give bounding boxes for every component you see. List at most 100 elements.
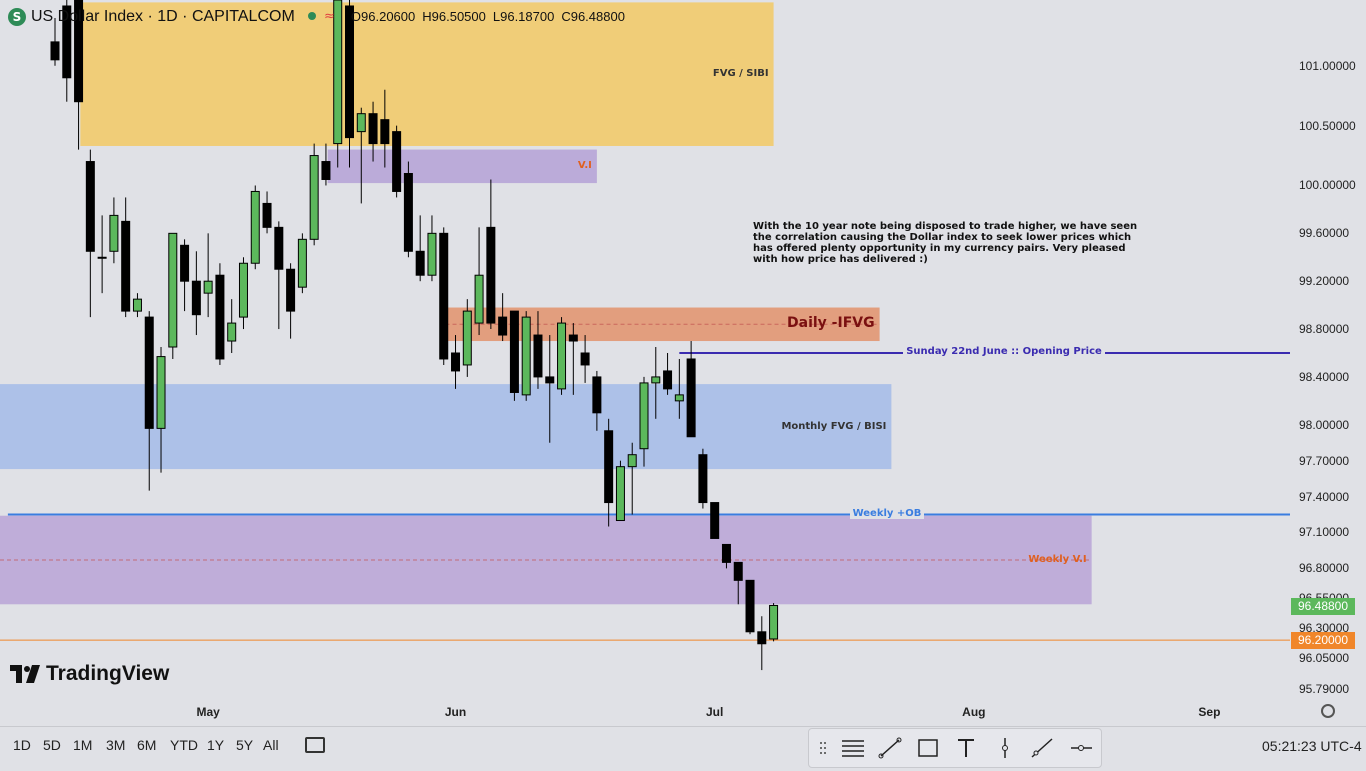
range-button-ytd[interactable]: YTD bbox=[170, 737, 198, 753]
range-button-all[interactable]: All bbox=[263, 737, 279, 753]
trendline-icon[interactable] bbox=[878, 737, 902, 759]
candle-bull bbox=[557, 322, 567, 390]
drag-handle-icon[interactable] bbox=[820, 742, 826, 754]
price-tick: 100.00000 bbox=[1299, 178, 1356, 193]
price-tick: 97.70000 bbox=[1299, 453, 1350, 468]
time-tick: Sep bbox=[1198, 705, 1221, 719]
candle-bull bbox=[227, 322, 237, 342]
candle-bear bbox=[392, 131, 402, 192]
level-line-label-1[interactable]: Weekly +OB bbox=[849, 507, 925, 519]
chart-header: S US Dollar Index · 1D · CAPITALCOM bbox=[8, 6, 295, 28]
candle-bear bbox=[62, 5, 72, 79]
horizontal-ray-icon[interactable] bbox=[1071, 745, 1092, 751]
candle-bear bbox=[144, 316, 154, 429]
time-axis[interactable]: May Jun Jul Aug Sep bbox=[0, 700, 1290, 725]
rectangle-icon[interactable] bbox=[918, 739, 938, 757]
close-value: C96.48800 bbox=[561, 8, 625, 24]
price-tick: 97.10000 bbox=[1299, 525, 1350, 540]
settings-gear-icon[interactable] bbox=[1321, 704, 1335, 718]
symbol-logo-icon: S bbox=[8, 8, 26, 26]
wave-icon: ≈ bbox=[324, 8, 335, 24]
ray-icon[interactable] bbox=[1031, 738, 1053, 758]
candle-bear bbox=[180, 244, 190, 282]
candle-bull bbox=[297, 238, 307, 288]
range-button-6m[interactable]: 6M bbox=[137, 737, 157, 753]
candle-bull bbox=[651, 376, 661, 384]
price-tick: 98.00000 bbox=[1299, 417, 1350, 432]
level-line-label-0[interactable]: Sunday 22nd June :: Opening Price bbox=[903, 345, 1105, 357]
price-tick: 99.60000 bbox=[1299, 226, 1350, 241]
candle-bear bbox=[568, 334, 578, 342]
candlestick-chart[interactable] bbox=[0, 0, 1290, 700]
zone-label-4[interactable]: Weekly V.I bbox=[1028, 554, 1087, 565]
price-range-icon[interactable] bbox=[1002, 738, 1008, 758]
range-button-1m[interactable]: 1M bbox=[73, 737, 93, 753]
price-tick: 96.80000 bbox=[1299, 561, 1350, 576]
candle-bear bbox=[580, 352, 590, 366]
candle-bear bbox=[262, 202, 272, 228]
candle-bull bbox=[427, 232, 437, 276]
ohlc-legend: ≈ O96.20600 H96.50500 L96.18700 C96.4880… bbox=[292, 5, 634, 27]
tradingview-logo-icon bbox=[10, 665, 40, 683]
candle-bear bbox=[451, 352, 461, 372]
candle-bull bbox=[521, 316, 531, 396]
open-value: O96.20600 bbox=[350, 8, 416, 24]
candle-bull bbox=[674, 394, 684, 402]
time-tick: Aug bbox=[962, 705, 986, 719]
candle-bear bbox=[321, 161, 331, 180]
candle-bull bbox=[203, 280, 213, 294]
candle-bull bbox=[333, 0, 343, 145]
drawing-tools bbox=[820, 737, 1092, 759]
candle-bear bbox=[50, 41, 60, 61]
candle-bear bbox=[721, 543, 731, 563]
lines-icon[interactable] bbox=[842, 740, 864, 757]
candle-bear bbox=[757, 631, 767, 645]
zone-label-3[interactable]: Monthly FVG / BISI bbox=[781, 420, 887, 432]
candle-bear bbox=[733, 561, 743, 581]
candle-bull bbox=[97, 256, 107, 259]
candle-bull bbox=[156, 356, 166, 429]
text-icon[interactable] bbox=[958, 739, 974, 757]
range-button-1d[interactable]: 1D bbox=[13, 737, 31, 753]
status-dot-icon bbox=[308, 12, 316, 20]
candle-bear bbox=[191, 280, 201, 316]
candle-bear bbox=[274, 226, 284, 270]
zone-4 bbox=[0, 515, 1092, 605]
zone-0 bbox=[80, 2, 774, 146]
candle-bear bbox=[439, 232, 449, 360]
candle-bull bbox=[250, 190, 260, 264]
candle-bear bbox=[368, 113, 378, 145]
range-button-3m[interactable]: 3M bbox=[106, 737, 126, 753]
candle-bull bbox=[109, 214, 119, 252]
chart-area[interactable]: FVG / SIBI V.I Daily -IFVG Monthly FVG / BI… bbox=[0, 0, 1290, 700]
candle-bear bbox=[698, 454, 708, 504]
price-tick: 96.30000 bbox=[1299, 621, 1350, 636]
price-tick: 96.05000 bbox=[1299, 651, 1350, 666]
zone-label-0[interactable]: FVG / SIBI bbox=[712, 68, 769, 80]
candle-bull bbox=[769, 604, 779, 640]
candle-bear bbox=[415, 250, 425, 276]
range-button-1y[interactable]: 1Y bbox=[207, 737, 225, 753]
tradingview-logo[interactable]: TradingView bbox=[10, 662, 169, 686]
zone-label-1[interactable]: V.I bbox=[577, 160, 592, 172]
candle-bull bbox=[462, 310, 472, 366]
candle-bear bbox=[380, 119, 390, 145]
calendar-range-icon[interactable] bbox=[305, 737, 325, 753]
range-button-5y[interactable]: 5Y bbox=[236, 737, 254, 753]
price-tick: 100.50000 bbox=[1299, 118, 1356, 133]
clock[interactable]: 05:21:23 UTC-4 bbox=[1262, 738, 1362, 754]
price-axis[interactable]: 101.00000 100.50000 100.00000 99.60000 99.20… bbox=[1290, 0, 1366, 700]
candle-bear bbox=[498, 316, 508, 336]
candle-bear bbox=[545, 376, 555, 384]
time-tick: May bbox=[196, 705, 220, 719]
candle-bear bbox=[592, 376, 602, 414]
candle-bear bbox=[486, 226, 496, 324]
zone-1 bbox=[327, 149, 597, 184]
range-button-5d[interactable]: 5D bbox=[43, 737, 61, 753]
price-tick: 98.40000 bbox=[1299, 369, 1350, 384]
candle-bull bbox=[309, 155, 319, 240]
zone-label-2[interactable]: Daily -IFVG bbox=[787, 315, 875, 332]
symbol-title[interactable]: US Dollar Index · 1D · CAPITALCOM bbox=[31, 8, 295, 25]
analysis-note: With the 10 year note being disposed to … bbox=[753, 221, 1138, 265]
candle-bear bbox=[215, 274, 225, 360]
